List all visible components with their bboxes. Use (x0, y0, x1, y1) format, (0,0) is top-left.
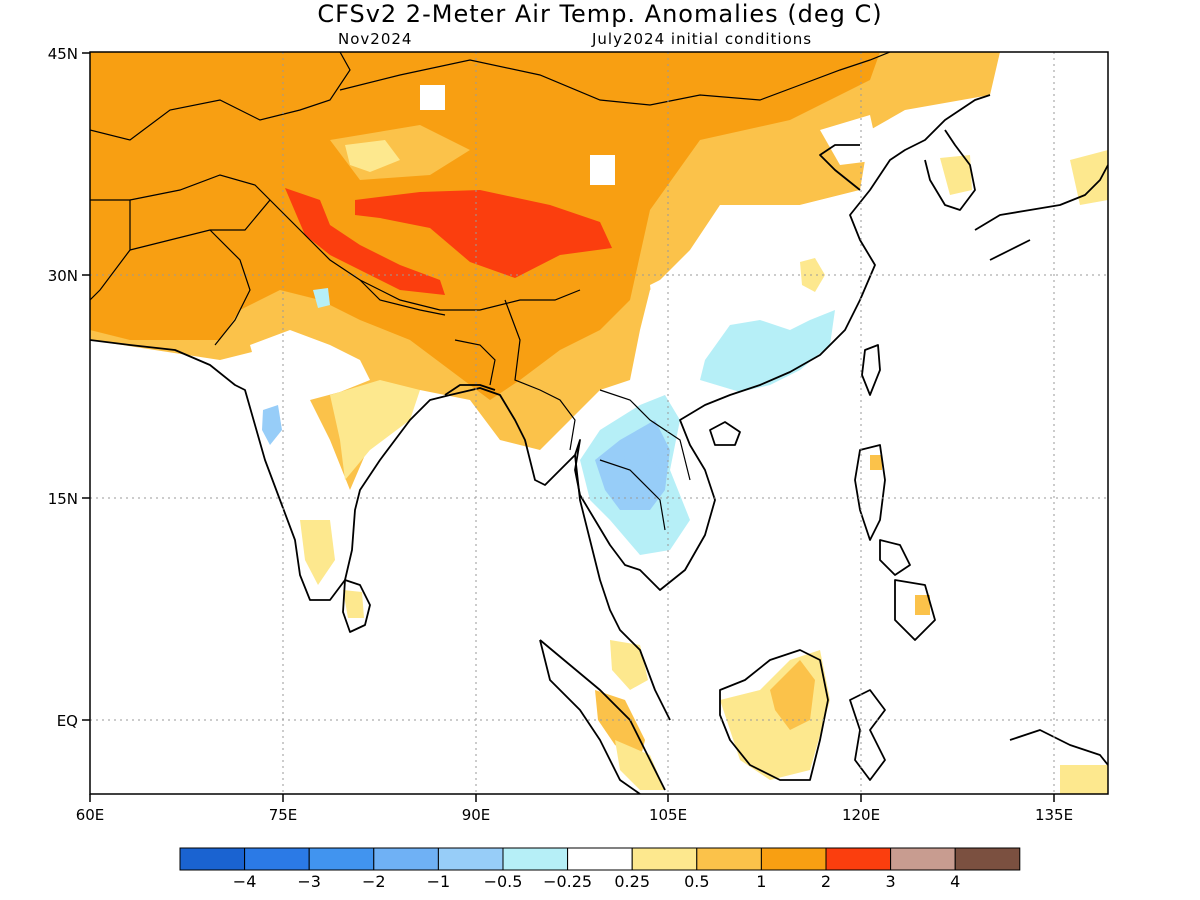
anomaly-region-0.5-1-sumatra (595, 690, 645, 760)
coastline-mindanao (894, 579, 936, 641)
colorbar-swatch (502, 847, 569, 871)
border-central-asia (90, 52, 351, 141)
coastline-luzon (854, 444, 886, 541)
coastline-sumatra-west (539, 639, 641, 794)
colorbar-swatch (437, 847, 504, 871)
coastline-hainan (709, 421, 741, 446)
anomaly-fields (90, 52, 1108, 794)
border-bangladesh (454, 339, 496, 386)
x-axis-label: 120E (842, 806, 880, 824)
colorbar-label: 2 (820, 872, 832, 891)
anomaly-region-0.5-1-philippines (870, 455, 882, 470)
colorbar-swatch (308, 847, 375, 871)
anomaly-region-0.25-0.5-borneo (720, 650, 830, 780)
coastline-bay-of-bengal (444, 384, 496, 396)
x-axis-label: 60E (76, 806, 105, 824)
coastline-sri-lanka (342, 579, 371, 633)
coastlines (90, 94, 1108, 794)
coastline-bohai (819, 144, 861, 191)
colorbar-label: 3 (885, 872, 896, 891)
colorbar-label: −2 (362, 872, 386, 891)
y-axis-label: 15N (48, 490, 78, 508)
y-axis-label: EQ (57, 712, 78, 730)
coastline-visayas (879, 539, 911, 576)
coastline-taiwan (861, 344, 881, 396)
anomaly-region-neutral-india (250, 330, 370, 400)
anomaly-region-0.25-0.5-pocket (345, 140, 400, 172)
colorbar-label: 4 (950, 872, 961, 891)
colorbar-label: −3 (297, 872, 321, 891)
colorbar-swatch (825, 847, 892, 871)
anomaly-region-neg-spot-north-india (313, 288, 330, 308)
forecast-month: Nov2024 (338, 30, 413, 48)
colorbar-label: 1 (756, 872, 767, 891)
colorbar-swatch (954, 847, 1021, 871)
coastline-borneo (719, 649, 829, 781)
y-axis-label: 30N (48, 267, 78, 285)
border-china-mongolia (339, 52, 891, 106)
anomaly-region-0.25-0.5-new-guinea (1060, 765, 1108, 794)
missing-data-cell (590, 155, 615, 185)
colorbar-label: −0.5 (483, 872, 523, 891)
y-axis-label: 45N (48, 45, 78, 63)
colorbar-swatch (567, 847, 633, 871)
x-axis-label: 105E (649, 806, 687, 824)
anomaly-region-0.25-0.5-sri-lanka (343, 590, 364, 618)
colorbar-swatch (179, 847, 246, 871)
axis-ticks (82, 52, 1055, 802)
x-axis-label: 90E (462, 806, 491, 824)
coastline-korea (924, 129, 976, 211)
border-nepal (359, 279, 446, 316)
border-afghanistan (129, 174, 271, 251)
anomaly-region-0.5-1-borneo (770, 660, 815, 730)
initial-conditions: July2024 initial conditions (592, 30, 813, 48)
colorbar (179, 847, 1021, 871)
border-thailand-cambodia (599, 459, 666, 531)
anomaly-region-2-3-plateau (355, 190, 612, 278)
colorbar-label: −4 (232, 872, 257, 891)
anomaly-region-neg-0.25-south-china (700, 310, 835, 392)
grid-lines (90, 52, 1108, 794)
anomaly-region-neg-spot-india (262, 405, 282, 445)
map-title: CFSv2 2-Meter Air Temp. Anomalies (deg C… (317, 0, 883, 28)
anomaly-region-neutral-manchuria (820, 115, 880, 165)
coastline-malay-peninsula (574, 454, 671, 721)
border-iran (90, 199, 131, 301)
colorbar-label: 0.5 (684, 872, 710, 891)
border-laos-vietnam (599, 389, 691, 481)
anomaly-region-0.25-0.5-india (330, 380, 420, 480)
anomaly-region-0.25-0.5-sumatra (610, 640, 648, 690)
colorbar-swatch (373, 847, 439, 871)
anomaly-region-2-3-tibet (285, 188, 445, 295)
colorbar-label: −1 (426, 872, 451, 891)
coastline-sulawesi (849, 689, 886, 781)
x-axis-label: 75E (269, 806, 298, 824)
missing-data-cell (420, 85, 445, 110)
anomaly-region-0.25-0.5-east (800, 258, 825, 292)
colorbar-label: −0.25 (543, 872, 593, 891)
colorbar-swatch (696, 847, 762, 871)
anomaly-region-0.25-0.5-japan (1070, 150, 1108, 205)
coastline-sumatra (539, 639, 666, 791)
coastline-new-guinea (1009, 729, 1108, 766)
colorbar-swatch (244, 847, 310, 871)
coastline-japan-south (989, 239, 1031, 261)
map-frame (89, 51, 1109, 795)
colorbar-swatch (760, 847, 827, 871)
anomaly-region-0.25-0.5-korea (940, 155, 972, 195)
coastline-japan (974, 164, 1108, 231)
border-pakistan-india (209, 229, 251, 346)
anomaly-region-0.5-1-mindanao (915, 595, 930, 615)
border-myanmar (504, 299, 576, 451)
anomaly-region-0.25-0.5-sumatra-south (615, 740, 665, 790)
anomaly-region-0.25-0.5-south-india (300, 520, 335, 585)
country-borders (90, 52, 891, 531)
colorbar-swatch (631, 847, 698, 871)
colorbar-label: 0.25 (614, 872, 650, 891)
border-himalaya (269, 199, 581, 311)
colorbar-swatch (890, 847, 956, 871)
anomaly-region-neg-1-thailand (622, 450, 660, 500)
x-axis-label: 135E (1035, 806, 1073, 824)
